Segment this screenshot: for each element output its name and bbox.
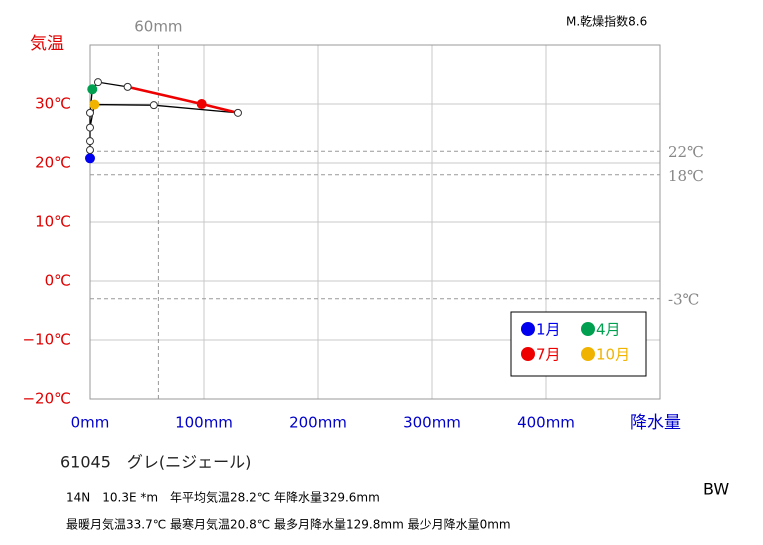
month-point	[86, 123, 94, 132]
climate-line	[89, 81, 239, 159]
month-point	[233, 108, 242, 117]
x-tick-label: 0mm	[71, 414, 110, 432]
month-point	[86, 108, 94, 117]
month-point	[85, 153, 95, 164]
month-point	[86, 146, 94, 155]
legend-label: 7月	[536, 346, 561, 364]
legend-marker	[581, 322, 595, 336]
y-tick-label: 10℃	[35, 213, 71, 231]
y-tick-label: 0℃	[45, 272, 71, 290]
legend-marker	[521, 322, 535, 336]
legend-marker	[521, 347, 535, 361]
x-tick-label: 400mm	[517, 414, 575, 432]
month-point	[196, 99, 207, 109]
info-line: 最暖月気温33.7℃ 最寒月気温20.8℃ 最多月降水量129.8mm 最少月降…	[66, 517, 511, 532]
legend-label: 1月	[536, 321, 561, 339]
month-point	[89, 99, 100, 110]
y-tick-label: −10℃	[22, 331, 71, 349]
station: 61045 グレ(ニジェール)	[60, 453, 251, 472]
y-tick-label: 30℃	[35, 95, 71, 113]
month-point	[86, 137, 94, 146]
reference-label: 60mm	[134, 18, 182, 36]
reference-label: 22℃	[668, 143, 704, 161]
legend-marker	[581, 347, 595, 361]
y-tick-label: −20℃	[22, 390, 71, 408]
reference-label: 18℃	[668, 167, 704, 185]
month-point	[149, 101, 158, 110]
x-tick-label: 300mm	[403, 414, 461, 432]
legend-box	[510, 311, 647, 377]
plot-border	[89, 44, 661, 400]
highlight-line	[127, 85, 239, 115]
aridity: M.乾燥指数8.6	[566, 14, 647, 29]
legend-label: 4月	[596, 321, 621, 339]
info-line: 14N 10.3E *m 年平均気温28.2℃ 年降水量329.6mm	[66, 490, 380, 505]
month-point	[87, 84, 98, 95]
y-tick-label: 20℃	[35, 154, 71, 172]
climate-class: BW	[703, 480, 729, 499]
month-point	[93, 78, 102, 87]
legend-label: 10月	[596, 346, 630, 364]
month-point	[123, 82, 132, 91]
x-tick-label: 200mm	[289, 414, 347, 432]
reference-label: -3℃	[668, 291, 699, 309]
x-axis-label: 降水量	[630, 413, 681, 433]
x-tick-label: 100mm	[175, 414, 233, 432]
y-axis-label: 気温	[30, 34, 64, 54]
